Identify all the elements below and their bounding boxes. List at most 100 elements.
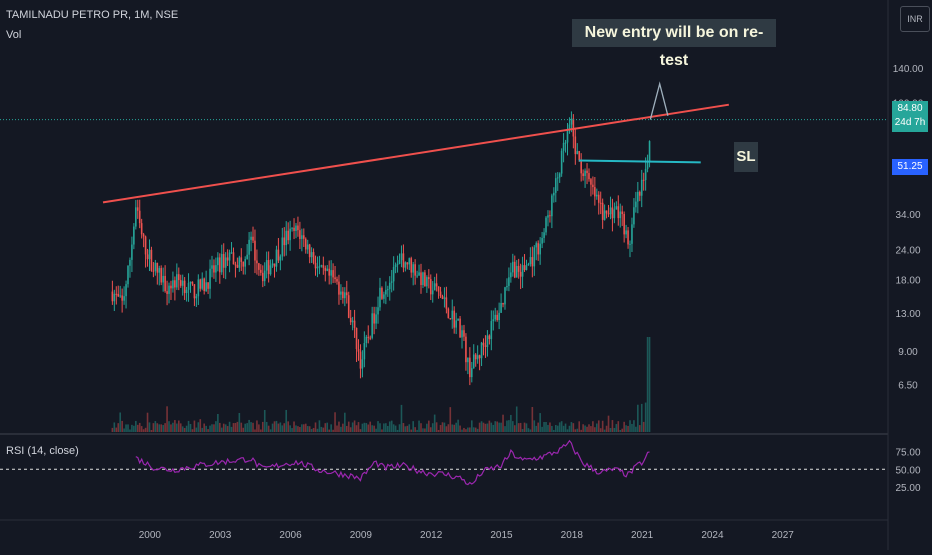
volume-legend[interactable]: Vol	[6, 29, 22, 41]
sl-note-annotation[interactable]: SL	[734, 142, 758, 172]
candle-body	[244, 259, 247, 267]
volume-bar	[177, 420, 180, 432]
volume-bar	[607, 415, 610, 432]
volume-bar	[402, 423, 405, 432]
volume-bar	[263, 409, 266, 432]
candle-body	[638, 191, 641, 196]
volume-bar	[443, 422, 446, 432]
volume-bar	[535, 425, 538, 432]
volume-bar	[238, 412, 241, 432]
volume-bar	[133, 425, 135, 432]
rsi-axis-label: 25.00	[895, 483, 920, 494]
volume-bar	[615, 424, 618, 432]
candle-body	[271, 263, 274, 266]
candle-body	[314, 262, 317, 269]
volume-bar	[340, 426, 342, 432]
candle-body	[623, 214, 625, 235]
volume-bar	[351, 422, 354, 432]
candle-body	[580, 160, 582, 174]
entry-note-annotation[interactable]: New entry will be on re-test	[572, 19, 776, 69]
candle-body	[525, 265, 528, 270]
volume-bar	[361, 423, 364, 432]
candle-body	[383, 294, 385, 299]
candle-body	[336, 279, 338, 282]
volume-bar	[330, 424, 332, 432]
volume-bar	[594, 427, 596, 432]
volume-bar	[248, 419, 250, 432]
candle-body	[209, 268, 211, 289]
volume-bar	[160, 424, 163, 432]
candle-body	[642, 179, 645, 181]
volume-bar	[344, 412, 346, 432]
volume-bar	[377, 421, 379, 432]
volume-bar	[189, 423, 192, 432]
volume-bar	[347, 421, 350, 432]
candle-body	[619, 211, 622, 219]
candle-body	[629, 243, 631, 245]
volume-bar	[277, 423, 280, 432]
candle-body	[177, 274, 180, 281]
volume-bar	[267, 425, 270, 432]
candle-body	[217, 257, 219, 266]
volume-bar	[303, 424, 305, 432]
candle-body	[363, 343, 366, 360]
volume-bar	[314, 422, 317, 432]
candle-body	[113, 293, 116, 302]
candle-body	[213, 265, 215, 273]
candle-body	[590, 179, 592, 185]
volume-bar	[560, 421, 563, 432]
volume-bar	[597, 420, 600, 432]
candle-body	[402, 253, 405, 268]
volume-bar	[240, 422, 243, 432]
volume-bar	[519, 422, 522, 432]
volume-bar	[480, 421, 483, 432]
volume-bar	[121, 420, 123, 432]
rsi-axis-label: 50.00	[895, 465, 920, 476]
volume-bar	[568, 425, 571, 432]
volume-bar	[609, 428, 612, 432]
price-axis-label: 9.00	[898, 347, 918, 358]
volume-bar	[553, 429, 555, 432]
candle-body	[359, 351, 362, 369]
volume-bar	[625, 425, 627, 432]
candle-body	[203, 278, 205, 292]
candle-body	[470, 368, 473, 378]
volume-bar	[138, 422, 141, 432]
currency-button[interactable]: INR	[900, 6, 930, 32]
volume-bar	[408, 424, 411, 432]
volume-bar	[635, 426, 637, 432]
volume-bar	[461, 429, 463, 432]
volume-bar	[638, 425, 641, 432]
volume-bar	[488, 420, 491, 432]
candle-body	[156, 262, 159, 273]
volume-bar	[556, 425, 559, 432]
volume-bar	[629, 420, 631, 432]
candle-body	[277, 249, 280, 261]
time-axis-label: 2009	[350, 530, 373, 541]
candle-body	[500, 303, 502, 313]
candle-body	[199, 279, 202, 289]
candle-body	[261, 272, 264, 282]
candle-body	[123, 296, 125, 301]
volume-bar	[386, 425, 389, 432]
candle-body	[553, 192, 555, 196]
volume-bar	[232, 423, 235, 432]
candle-body	[351, 320, 354, 323]
volume-bar	[623, 421, 625, 432]
candle-body	[592, 184, 594, 188]
rsi-legend[interactable]: RSI (14, close)	[6, 445, 79, 457]
candle-body	[242, 261, 245, 267]
candle-body	[185, 289, 188, 294]
symbol-legend[interactable]: TAMILNADU PETRO PR, 1M, NSE	[6, 9, 179, 21]
volume-bar	[490, 422, 493, 432]
candle-body	[248, 239, 250, 255]
volume-bar	[299, 427, 301, 432]
volume-bar	[256, 420, 258, 432]
candle-body	[353, 320, 356, 328]
candle-body	[140, 223, 143, 235]
volume-bar	[476, 428, 479, 432]
volume-bar	[306, 426, 309, 432]
candle-body	[476, 355, 479, 360]
